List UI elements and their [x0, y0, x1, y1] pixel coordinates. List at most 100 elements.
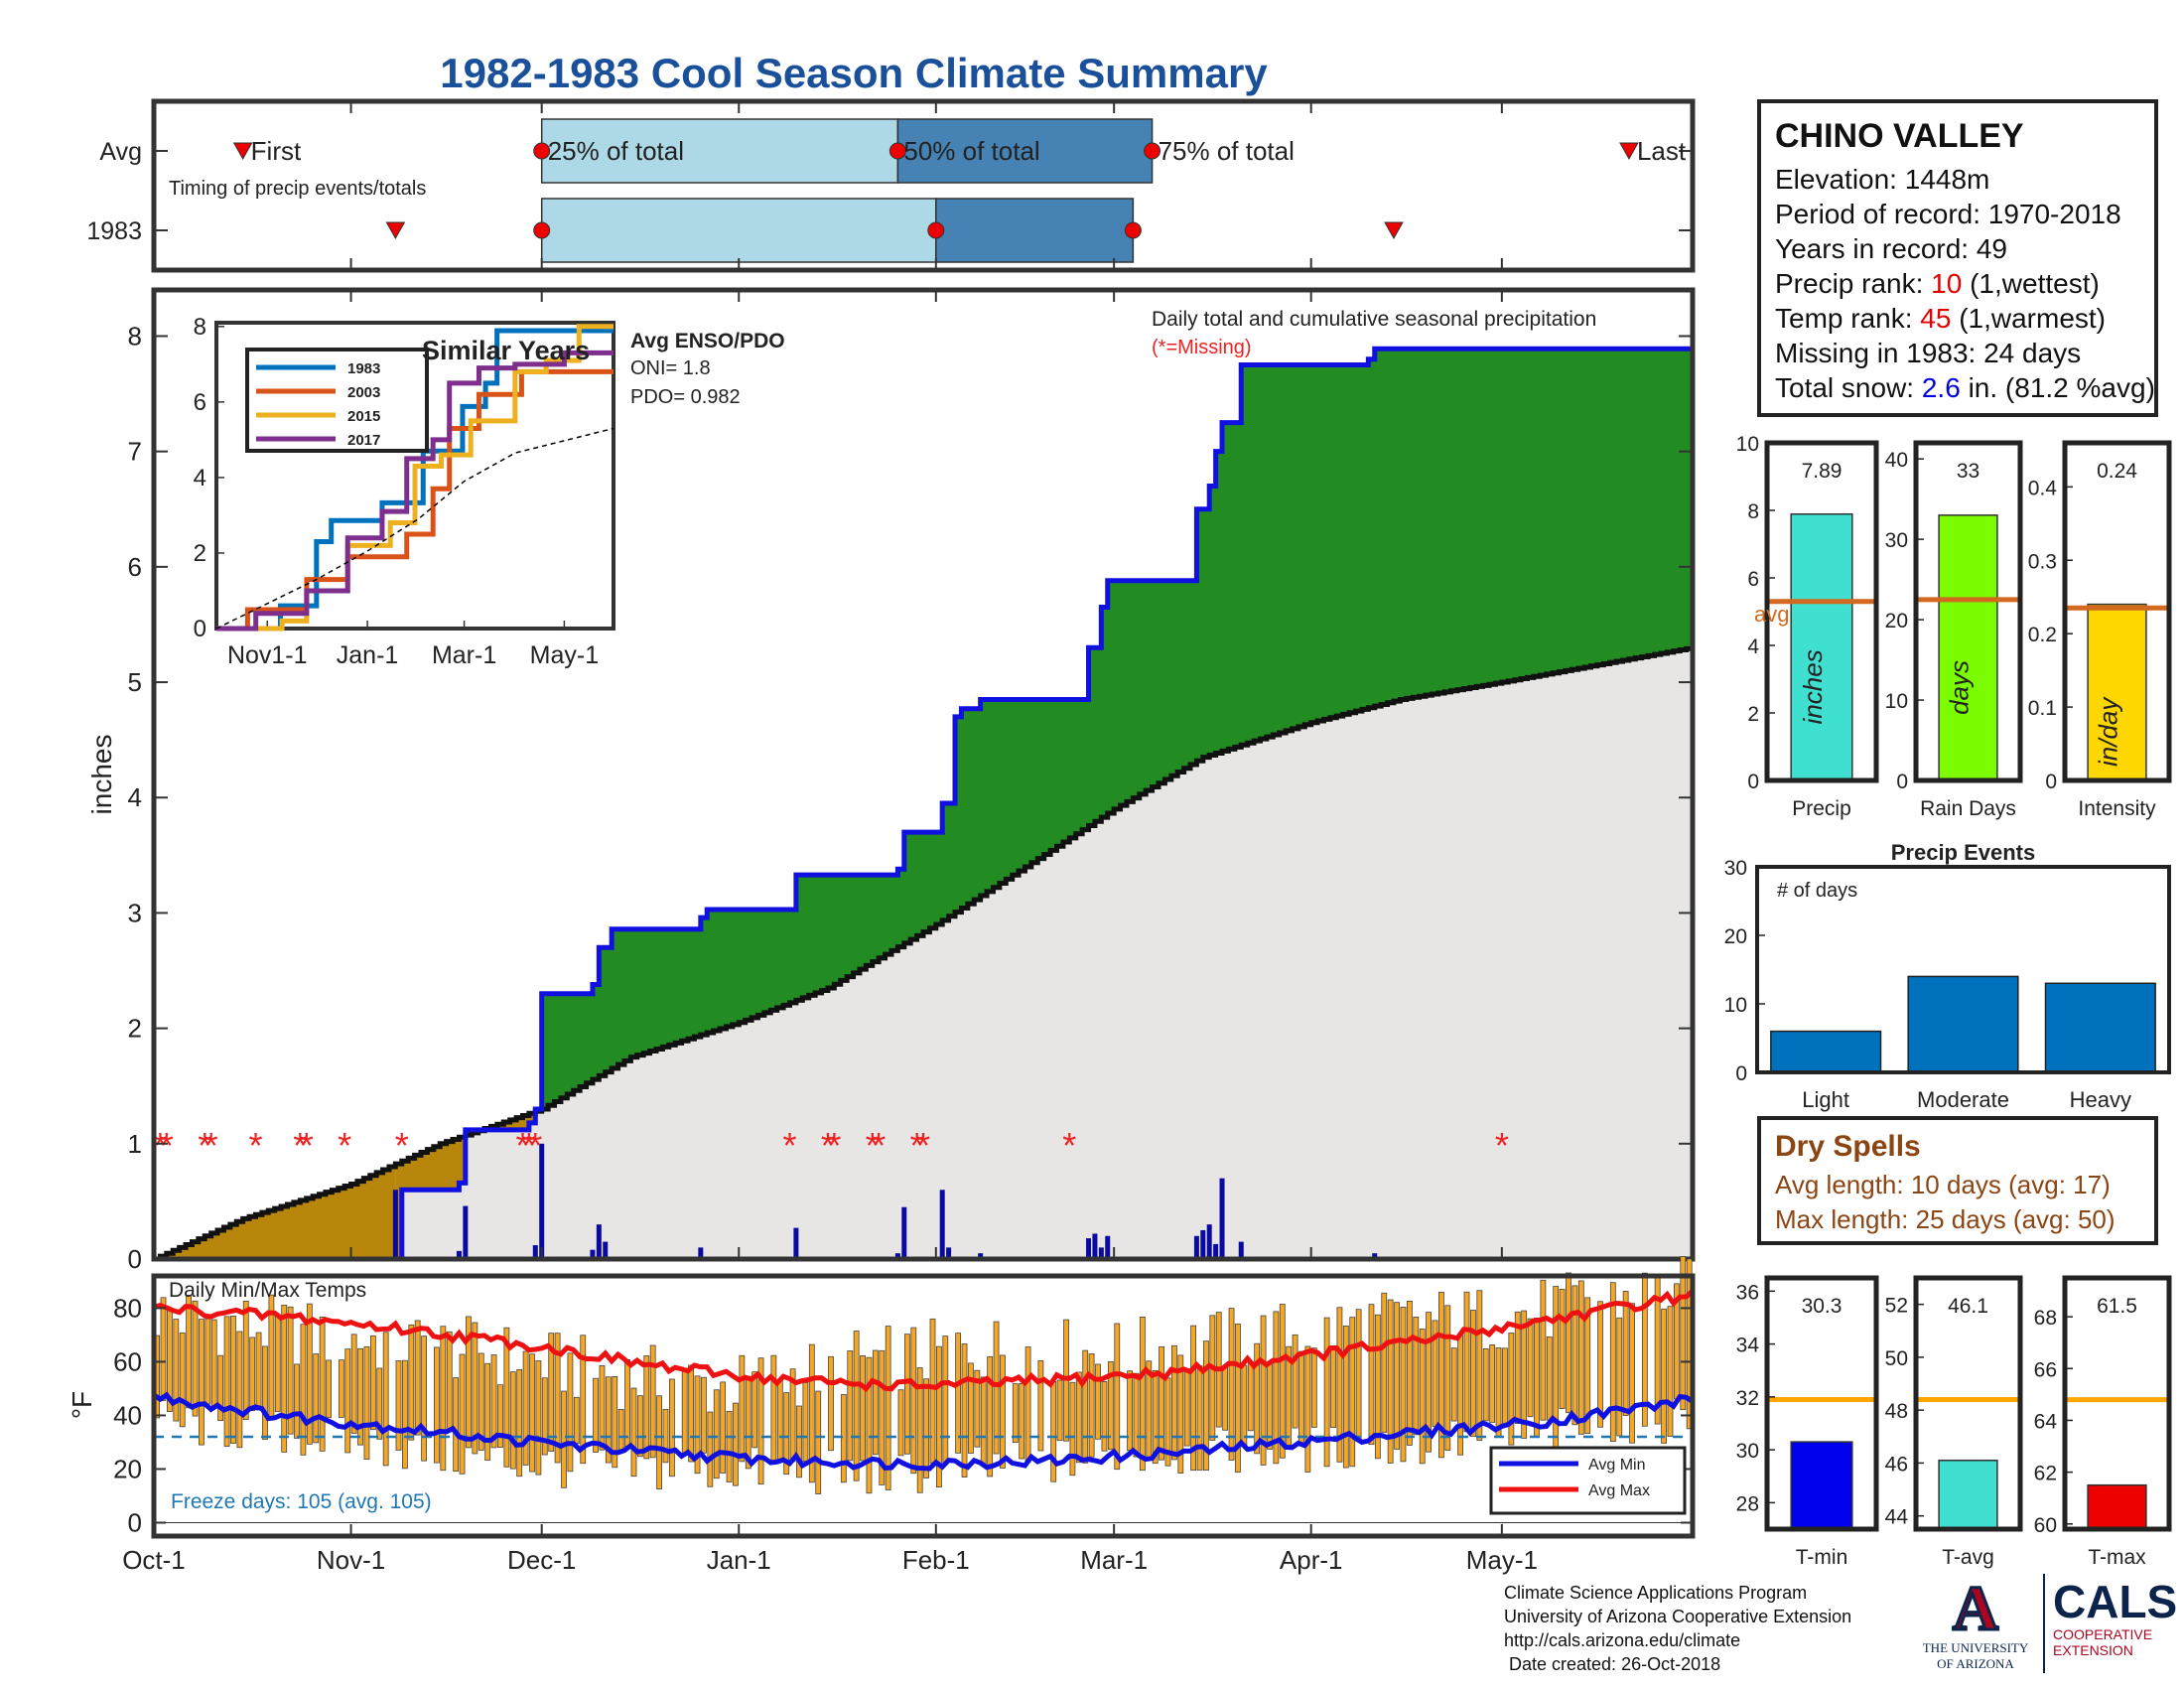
daily-temp-bar: [916, 1367, 923, 1493]
events-ytick-label: 20: [1724, 925, 1747, 948]
daily-temp-bar: [1641, 1272, 1648, 1427]
daily-temp-bar: [1463, 1291, 1470, 1433]
inset-xtick-label: Mar-1: [432, 641, 496, 669]
daily-temp-bar: [573, 1396, 580, 1445]
daily-temp-bar: [529, 1353, 535, 1473]
inset-ytick-label: 0: [194, 616, 206, 642]
missing-day-marker: *: [782, 1125, 796, 1166]
daily-temp-bar: [961, 1343, 968, 1477]
daily-temp-bar: [929, 1318, 936, 1464]
cals-logo: CALS COOPERATIVE EXTENSION: [2053, 1577, 2177, 1658]
daily-temp-bar: [1177, 1354, 1184, 1474]
timing-first-last-marker: [1384, 221, 1404, 240]
summary-ytick-label: 68: [2034, 1307, 2057, 1330]
daily-temp-bar: [1183, 1369, 1190, 1447]
daily-temp-bar: [199, 1319, 205, 1446]
enso-pdo: PDO= 0.982: [630, 386, 741, 408]
timing-percentile-marker: [533, 221, 551, 239]
summary-value-label: 7.89: [1802, 460, 1843, 483]
daily-precip-bar: [1105, 1235, 1111, 1259]
daily-temp-bar: [554, 1333, 561, 1464]
daily-temp-bar: [1260, 1315, 1267, 1466]
events-ytick-label: 0: [1735, 1062, 1747, 1085]
daily-temp-bar: [421, 1336, 428, 1462]
daily-temp-bar: [599, 1364, 606, 1451]
missing-day-marker: *: [160, 1125, 174, 1166]
summary-bar: [2087, 603, 2147, 781]
daily-temp-bar: [294, 1363, 300, 1439]
temps-frame: [151, 1273, 1696, 1539]
daily-temp-bar: [1228, 1308, 1235, 1461]
enso-title: Avg ENSO/PDO: [630, 330, 785, 352]
daily-temp-bar: [974, 1369, 981, 1448]
precip-events-panel: Light Moderate Heavy 0 10 20 30 Precip Events # …: [1724, 840, 2171, 1112]
inset-legend-label: 2015: [347, 408, 380, 425]
daily-temp-bar: [446, 1331, 453, 1433]
daily-temp-bar: [459, 1353, 466, 1475]
daily-temp-bar: [649, 1344, 656, 1459]
years-label: Years in record: 49: [1775, 233, 2007, 264]
daily-temp-bar: [236, 1331, 243, 1449]
daily-temp-bar: [466, 1316, 472, 1449]
daily-temp-bar: [1336, 1307, 1343, 1463]
daily-temp-bar: [987, 1355, 994, 1477]
daily-temp-bar: [897, 1389, 904, 1457]
temps-ylabel: °F: [67, 1391, 97, 1419]
daily-temp-bar: [828, 1355, 834, 1452]
daily-temp-bar: [1298, 1350, 1304, 1444]
daily-temp-bar: [1152, 1369, 1159, 1465]
daily-temp-bar: [1012, 1383, 1019, 1444]
daily-temp-bar: [1082, 1349, 1089, 1464]
daily-temp-bar: [281, 1305, 288, 1453]
summary-value-label: 33: [1957, 460, 1979, 483]
daily-temp-bar: [1374, 1314, 1381, 1460]
summary-xlabel: T-min: [1796, 1546, 1848, 1569]
snow-label: Total snow: 2.6 in. (81.2 %avg): [1775, 372, 2155, 403]
temps-title: Daily Min/Max Temps: [169, 1279, 366, 1302]
daily-temp-bar: [739, 1354, 746, 1463]
daily-temp-bar: [453, 1377, 460, 1473]
daily-temp-bar: [1209, 1315, 1216, 1441]
daily-temp-bar: [1400, 1307, 1407, 1463]
daily-temp-bar: [1438, 1292, 1444, 1459]
temps-ytick-label: 0: [128, 1507, 142, 1537]
daily-precip-bar: [1098, 1247, 1104, 1259]
daily-temp-bar: [707, 1411, 714, 1487]
daily-temp-bar: [1241, 1364, 1248, 1448]
precip-ytick-label: 7: [128, 437, 142, 467]
avg-min-line: [152, 1391, 1695, 1472]
daily-temp-bar: [210, 1319, 217, 1407]
missing-day-marker: *: [338, 1125, 351, 1166]
inset-series-line: [216, 328, 614, 632]
daily-temp-bar: [681, 1369, 688, 1456]
daily-temp-bar: [522, 1350, 529, 1466]
timing-label-25: 25% of total: [548, 136, 684, 166]
temps-xtick-label: Dec-1: [507, 1545, 576, 1575]
temps-ytick-label: 80: [113, 1293, 142, 1323]
daily-temp-bar: [516, 1368, 523, 1477]
daily-temp-bar: [300, 1324, 307, 1456]
summary-panel-frame: [1764, 440, 1879, 783]
inset-xtick-label: Jan-1: [337, 641, 399, 669]
daily-temp-bar: [1000, 1354, 1006, 1469]
daily-temp-bar: [1381, 1292, 1388, 1433]
summary-bar-unit: days: [1945, 660, 1975, 715]
station-info-box: CHINO VALLEY Elevation: 1448m Period of …: [1757, 99, 2158, 417]
daily-temp-bar: [694, 1375, 701, 1475]
summary-panel-frame: [1913, 1275, 2023, 1532]
missing-day-marker: *: [528, 1125, 542, 1166]
dry-spells-title: Dry Spells: [1775, 1130, 1921, 1163]
daily-temp-bar: [357, 1347, 363, 1446]
summary-ytick-label: 62: [2034, 1463, 2057, 1485]
daily-temp-bar: [230, 1315, 236, 1444]
summary-bar: [2087, 1483, 2147, 1530]
daily-temp-bar: [1559, 1289, 1566, 1410]
daily-temp-bar: [382, 1332, 389, 1467]
daily-temp-bar: [656, 1395, 662, 1489]
daily-precip-bar: [894, 1253, 900, 1259]
precip-avg-label: avg: [1754, 602, 1789, 627]
daily-temp-bar: [757, 1357, 764, 1485]
daily-temp-bar: [1235, 1323, 1241, 1474]
missing-day-marker: *: [821, 1125, 835, 1166]
